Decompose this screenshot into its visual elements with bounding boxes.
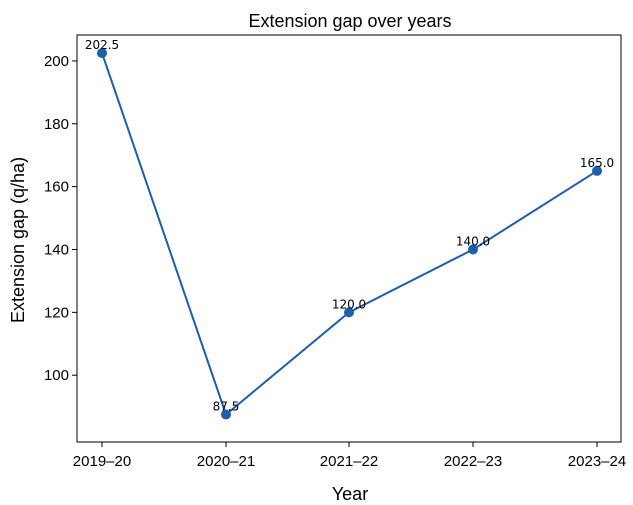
data-label: 165.0 xyxy=(580,156,614,170)
plot-area-frame xyxy=(76,34,622,443)
data-point xyxy=(468,244,478,255)
y-tick-label: 200 xyxy=(44,53,69,70)
x-tick-label: 2021–22 xyxy=(320,453,378,470)
x-axis-label: Year xyxy=(332,484,368,504)
data-point xyxy=(592,165,602,176)
y-axis: 100 120 140 160 180 200 xyxy=(44,53,77,384)
x-tick-label: 2022–23 xyxy=(444,453,502,470)
x-tick-label: 2020–21 xyxy=(197,453,255,470)
y-tick-label: 120 xyxy=(44,304,69,321)
y-axis-label: Extension gap (q/ha) xyxy=(8,157,28,323)
x-axis: 2019–20 2020–21 2021–22 2022–23 2023–24 xyxy=(73,442,626,470)
x-tick-label: 2023–24 xyxy=(568,453,626,470)
data-point xyxy=(344,307,354,318)
y-tick-label: 140 xyxy=(44,242,69,259)
chart-title: Extension gap over years xyxy=(248,11,451,31)
data-label: 87.5 xyxy=(213,400,240,414)
data-label: 202.5 xyxy=(85,38,119,52)
data-point xyxy=(221,409,231,420)
x-tick-label: 2019–20 xyxy=(73,453,131,470)
series-line xyxy=(101,52,598,417)
y-tick-label: 160 xyxy=(44,179,69,196)
data-point xyxy=(97,48,107,59)
y-tick-label: 100 xyxy=(44,367,69,384)
y-tick-label: 180 xyxy=(44,116,69,133)
data-label: 140.0 xyxy=(456,235,490,249)
data-points xyxy=(97,48,602,420)
data-labels: 202.5 87.5 120.0 140.0 165.0 xyxy=(85,38,614,413)
data-label: 120.0 xyxy=(332,297,366,311)
